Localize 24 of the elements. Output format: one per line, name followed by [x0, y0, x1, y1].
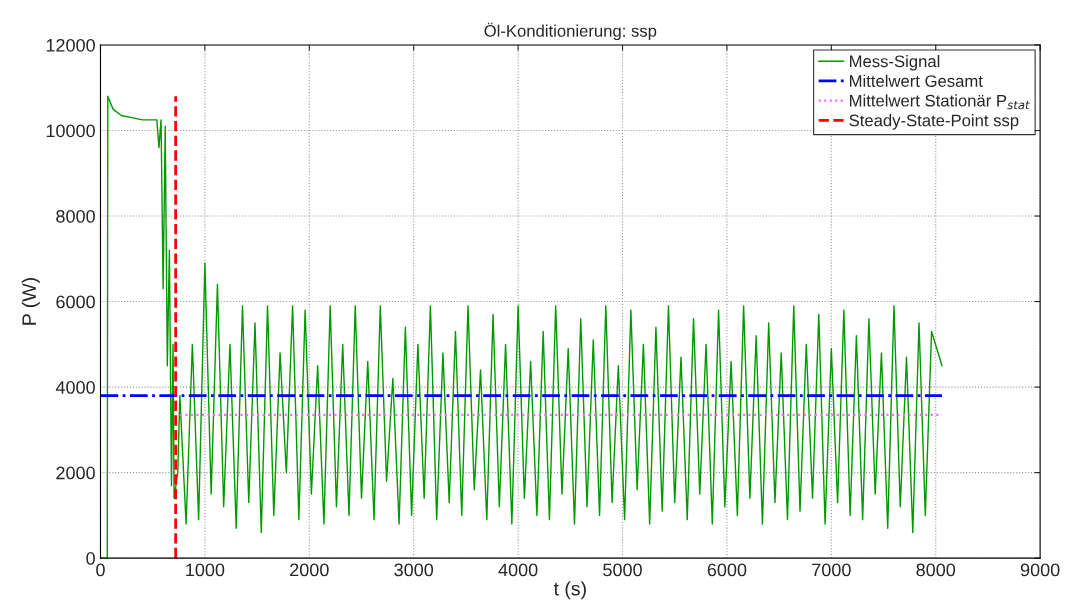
- legend-label: Mess-Signal: [850, 54, 940, 71]
- x-tick-label: 1000: [186, 563, 225, 577]
- x-tick-label: 6000: [707, 563, 747, 577]
- y-tick-label: 0: [86, 552, 95, 565]
- x-tick-label: 9000: [1020, 563, 1060, 577]
- x-tick-label: 7000: [812, 563, 851, 577]
- y-tick-label: 8000: [56, 209, 95, 223]
- y-axis-title: P (W): [21, 278, 40, 325]
- legend-label: Steady-State-Point ssp: [849, 114, 1019, 130]
- x-tick-label: 8000: [916, 563, 956, 577]
- y-tick-label: 6000: [56, 295, 95, 309]
- x-axis-title: t (s): [553, 581, 586, 600]
- y-tick-label: 2000: [56, 466, 95, 480]
- legend-label: Mittelwert Stationär P$_{stat}$: [850, 94, 1030, 110]
- y-tick-label: 12000: [46, 38, 95, 52]
- y-tick-label: 4000: [55, 381, 95, 394]
- y-tick-label: 10000: [46, 124, 95, 138]
- x-tick-label: 5000: [603, 563, 642, 577]
- x-tick-label: 3000: [394, 563, 434, 577]
- x-tick-label: 2000: [290, 563, 329, 577]
- x-tick-label: 4000: [498, 563, 538, 577]
- legend-label: Mittelwert Gesamt: [850, 74, 983, 87]
- chart-title: Öl-Konditionierung: ssp: [484, 22, 657, 41]
- x-tick-label: 0: [96, 563, 105, 577]
